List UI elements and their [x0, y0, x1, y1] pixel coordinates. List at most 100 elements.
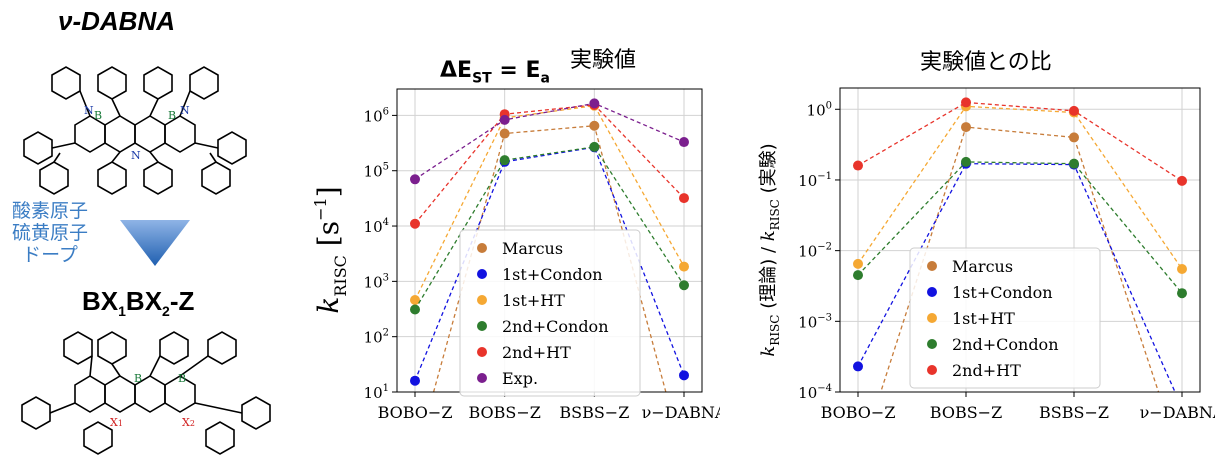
legend-marker: [477, 321, 487, 331]
boron-label: B: [94, 109, 102, 122]
series-line-2nd+HT: [414, 104, 685, 225]
y-tick-label: 101: [364, 383, 389, 402]
x-tick-label: ν−DABNA: [1140, 403, 1215, 422]
chart1: 101 102 103 104 105 106 BOBO−Z BOBS−Z BSBS−Z ν−DA…: [311, 88, 720, 461]
data-point-1st+Condon: [679, 370, 689, 381]
legend: Marcus 1st+Condon 1st+HT 2nd+Condon 2nd+HT: [909, 247, 1101, 389]
legend-box: [459, 229, 641, 397]
top-molecule-structure: B B N N N: [23, 66, 247, 195]
legend-label: 1st+HT: [502, 291, 565, 310]
data-point-Marcus: [1069, 132, 1079, 143]
legend-label: 2nd+HT: [502, 343, 571, 362]
x-tick-label: BOBO−Z: [821, 403, 896, 422]
data-point-2nd+Condon: [679, 280, 689, 291]
chart2-ylabel: kRISC (理論) / kRISC (実験): [758, 143, 782, 356]
chart1-title: ΔEST = Ea: [440, 58, 550, 87]
data-point-1st+HT: [410, 295, 420, 306]
legend-marker: [477, 347, 487, 357]
doping-arrow-icon: [120, 220, 190, 266]
x-tick-label: BSBS−Z: [1039, 403, 1109, 422]
boron-label: B: [134, 372, 142, 385]
series-line-2nd+HT: [857, 101, 1183, 182]
legend-label: Exp.: [502, 369, 538, 388]
data-point-2nd+Condon: [853, 270, 863, 281]
data-point-2nd+Condon: [589, 141, 600, 152]
plot-frame: [839, 87, 1201, 393]
chart2-title: 実験値との比: [920, 50, 1052, 75]
boron-label: B: [178, 372, 186, 385]
legend-marker: [927, 365, 937, 375]
y-tick-label: 10−3: [798, 312, 832, 331]
x-tick-label: BOBO−Z: [378, 403, 453, 422]
nitrogen-label: N: [180, 104, 190, 117]
legend-marker: [477, 243, 487, 253]
y-tick-label: 10−2: [798, 242, 832, 261]
data-point-2nd+HT: [853, 160, 863, 171]
legend-marker: [477, 295, 487, 305]
data-point-1st+HT: [853, 258, 863, 269]
nitrogen-label: N: [131, 149, 141, 162]
data-point-Marcus: [961, 122, 971, 133]
data-point-Marcus: [589, 120, 600, 131]
chart1-ylabel: kRISC [s−1]: [311, 186, 350, 313]
chart2: 10−4 10−3 10−2 10−1 100 BOBO−Z BOBS−Z BSBS−Z ν−D…: [758, 87, 1215, 422]
data-point-1st+Condon: [410, 375, 420, 386]
plot-area: [853, 97, 1187, 392]
data-point-Exp.: [679, 137, 689, 148]
data-point-Marcus: [499, 128, 510, 139]
nitrogen-label: N: [84, 104, 94, 117]
y-tick-label: 10−4: [798, 383, 832, 402]
data-point-2nd+Condon: [961, 156, 971, 167]
x-tick-label: ν−DABNA: [642, 403, 720, 422]
y-tick-label: 103: [364, 272, 389, 291]
x-tick-label: BOBS−Z: [930, 403, 1002, 422]
data-point-Exp.: [589, 98, 600, 109]
series-line-Exp.: [414, 102, 685, 180]
legend-marker: [927, 287, 937, 297]
y-tick-label: 100: [807, 100, 832, 119]
legend-label: Marcus: [502, 239, 563, 258]
legend-marker: [927, 313, 937, 323]
data-point-1st+HT: [679, 261, 689, 272]
data-point-Exp.: [410, 174, 420, 185]
y-tick-label: 105: [364, 162, 389, 181]
y-tick-label: 104: [364, 217, 389, 236]
data-point-2nd+Condon: [410, 304, 420, 315]
legend-label: 1st+HT: [952, 309, 1015, 328]
x-tick-label: BSBS−Z: [559, 403, 629, 422]
legend-label: 1st+Condon: [502, 265, 603, 284]
legend-label: 2nd+Condon: [952, 335, 1059, 354]
legend-label: 2nd+HT: [952, 361, 1021, 380]
y-tick-label: 10−1: [798, 171, 832, 190]
series-line-2nd+Condon: [857, 161, 1183, 294]
data-point-1st+Condon: [853, 361, 863, 372]
series-line-1st+HT: [414, 104, 685, 301]
y-tick-label: 102: [364, 328, 389, 347]
data-point-1st+HT: [1177, 263, 1187, 274]
data-point-Marcus: [410, 455, 420, 461]
x2-label: X2: [182, 416, 195, 429]
x1-label: X1: [110, 416, 123, 429]
bottom-molecule-structure: B B X1 X2: [21, 331, 271, 455]
data-point-2nd+HT: [679, 193, 689, 204]
data-point-2nd+HT: [1069, 105, 1079, 116]
top-molecule-title: ν-DABNA: [58, 6, 175, 36]
data-point-2nd+Condon: [1069, 158, 1079, 169]
legend: Marcus 1st+Condon 1st+HT 2nd+Condon 2nd+HT Ex…: [459, 229, 641, 397]
doping-label: 酸素原子 硫黄原子 ドープ: [11, 200, 88, 266]
legend-label: 2nd+Condon: [502, 317, 609, 336]
legend-box: [909, 247, 1101, 389]
legend-marker: [927, 261, 937, 271]
legend-marker: [477, 373, 487, 383]
data-point-2nd+HT: [961, 97, 971, 108]
chart1-title-superscript: 実験値: [570, 48, 637, 73]
data-point-2nd+Condon: [1177, 288, 1187, 299]
boron-label: B: [168, 109, 176, 122]
data-point-Marcus: [679, 455, 689, 461]
legend-marker: [927, 339, 937, 349]
legend-label: 1st+Condon: [952, 283, 1053, 302]
data-point-Exp.: [499, 114, 510, 125]
data-point-2nd+Condon: [499, 155, 510, 166]
y-tick-label: 106: [364, 106, 389, 125]
x-tick-label: BOBS−Z: [468, 403, 540, 422]
